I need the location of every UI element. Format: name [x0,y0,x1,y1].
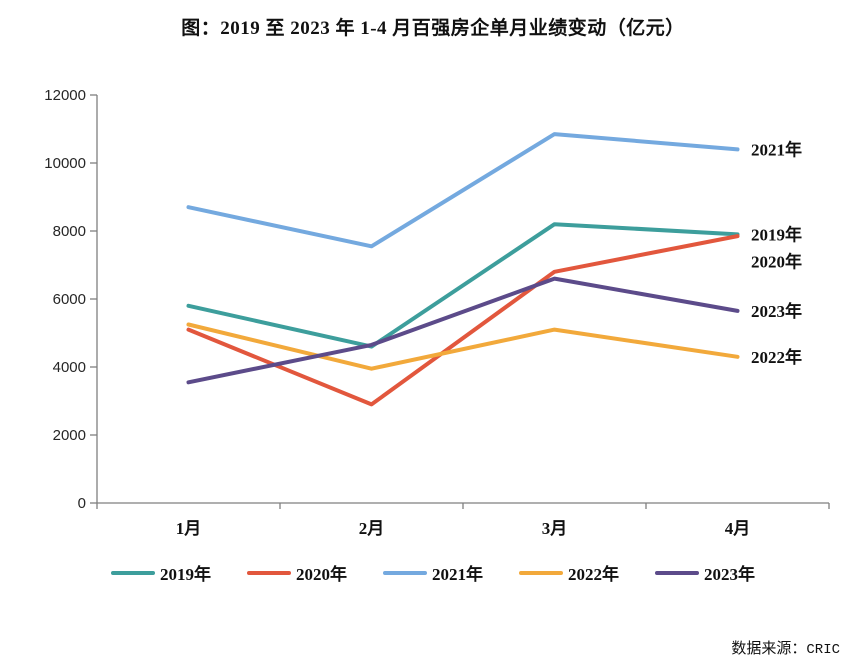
legend-swatch-2021年 [383,570,427,575]
x-tick-label: 4月 [725,519,751,538]
x-tick-label: 2月 [359,519,385,538]
data-source-name: CRIC [806,642,840,658]
legend-swatch-2019年 [111,570,155,575]
data-source-prefix: 数据来源： [731,641,807,657]
series-end-label-2020年: 2020年 [751,251,802,271]
series-line-2022年 [186,322,740,371]
y-tick-label: 10000 [44,155,86,172]
legend-item-2020年: 2020年 [247,560,347,585]
legend-label-2023年: 2023年 [704,565,755,584]
series-end-label-2021年: 2021年 [751,139,802,159]
chart-title: 图：2019 至 2023 年 1-4 月百强房企单月业绩变动（亿元） [181,18,685,39]
legend-label-2019年: 2019年 [160,565,211,584]
data-source: 数据来源：CRIC [731,637,840,658]
series-line-2019年 [186,222,740,349]
chart-legend: 2019年 2020年 2021年 2022年 2023年 [0,560,866,585]
y-tick-label: 2000 [53,427,86,444]
y-tick-label: 8000 [53,223,86,240]
legend-swatch-2020年 [247,570,291,575]
legend-item-2019年: 2019年 [111,560,211,585]
legend-label-2021年: 2021年 [432,565,483,584]
legend-item-2021年: 2021年 [383,560,483,585]
legend-label-2022年: 2022年 [568,565,619,584]
y-tick-label: 4000 [53,359,86,376]
series-line-2023年 [186,276,740,385]
legend-item-2023年: 2023年 [655,560,755,585]
x-tick-label: 3月 [542,519,568,538]
series-end-label-2022年: 2022年 [751,347,802,367]
legend-item-2022年: 2022年 [519,560,619,585]
series-end-label-2023年: 2023年 [751,301,802,321]
series-line-2020年 [186,234,740,407]
x-tick-label: 1月 [176,519,202,538]
legend-label-2020年: 2020年 [296,565,347,584]
y-tick-label: 0 [78,495,86,512]
series-line-2021年 [186,132,740,249]
y-tick-label: 6000 [53,291,86,308]
legend-swatch-2022年 [519,570,563,575]
y-tick-label: 12000 [44,87,86,104]
series-end-label-2019年: 2019年 [751,224,802,244]
legend-swatch-2023年 [655,570,699,575]
